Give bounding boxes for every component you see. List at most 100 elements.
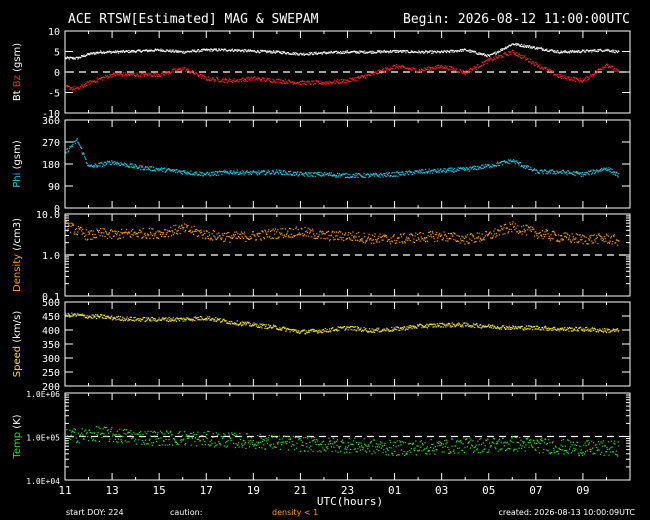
data-point	[596, 70, 598, 72]
data-point	[357, 76, 360, 78]
data-point	[87, 52, 89, 55]
data-point	[338, 173, 340, 175]
data-point	[505, 223, 507, 225]
data-point	[487, 164, 489, 166]
data-point	[204, 173, 206, 175]
data-point	[436, 171, 438, 173]
data-point	[316, 53, 318, 55]
data-point	[283, 81, 285, 83]
data-point	[178, 67, 180, 69]
data-point	[315, 51, 317, 53]
data-point	[598, 330, 600, 332]
data-point	[151, 317, 153, 319]
data-point	[274, 81, 276, 83]
data-point	[177, 172, 179, 174]
data-point	[391, 51, 393, 53]
data-point	[112, 230, 114, 233]
data-point	[476, 232, 478, 234]
data-point	[570, 51, 572, 53]
data-point	[550, 49, 552, 51]
data-point	[159, 168, 161, 170]
data-point	[580, 236, 582, 238]
data-point	[406, 238, 408, 240]
data-point	[594, 172, 596, 174]
data-point	[521, 57, 523, 60]
data-point	[594, 50, 596, 52]
data-point	[231, 81, 233, 84]
data-point	[337, 238, 339, 240]
data-point	[183, 317, 185, 319]
data-point	[234, 78, 236, 80]
data-point	[220, 49, 222, 52]
data-point	[284, 79, 286, 81]
data-point	[522, 230, 524, 232]
data-point	[224, 79, 226, 81]
data-point	[232, 172, 234, 174]
data-point	[517, 326, 520, 328]
data-point	[522, 167, 524, 169]
data-point	[460, 48, 462, 51]
data-point	[409, 234, 411, 236]
data-point	[108, 51, 110, 53]
data-point	[314, 330, 316, 332]
data-point	[431, 52, 433, 54]
data-point	[333, 174, 336, 176]
data-point	[590, 169, 592, 171]
data-point	[294, 82, 296, 84]
data-point	[433, 170, 435, 172]
data-point	[559, 171, 561, 173]
data-point	[417, 172, 419, 174]
data-point	[432, 232, 434, 234]
data-point	[237, 233, 239, 235]
data-point	[270, 238, 272, 240]
data-point	[308, 172, 310, 174]
data-point	[140, 169, 142, 171]
data-point	[532, 169, 534, 172]
data-point	[181, 69, 183, 71]
data-point	[220, 238, 222, 241]
data-point	[110, 76, 112, 78]
data-point	[87, 238, 89, 240]
data-point	[150, 233, 152, 235]
data-point	[353, 236, 355, 238]
data-point	[434, 169, 436, 171]
data-point	[316, 172, 318, 174]
data-point	[450, 167, 452, 169]
data-point	[255, 78, 257, 80]
data-point	[89, 232, 91, 234]
data-point	[497, 52, 499, 54]
data-point	[580, 172, 582, 174]
data-point	[332, 327, 334, 329]
data-point	[289, 227, 291, 229]
data-point	[578, 79, 580, 82]
data-point	[601, 68, 603, 71]
data-point	[514, 52, 516, 54]
data-point	[124, 72, 126, 74]
data-point	[560, 239, 562, 241]
data-point	[209, 49, 211, 51]
data-point	[490, 53, 492, 55]
data-point	[452, 70, 454, 72]
data-point	[285, 329, 288, 331]
data-point	[385, 51, 387, 53]
data-point	[268, 327, 270, 329]
data-point	[418, 324, 420, 326]
data-point	[610, 50, 612, 52]
data-point	[351, 176, 353, 178]
data-point	[250, 173, 252, 176]
data-point	[556, 74, 558, 76]
data-point	[134, 50, 136, 53]
data-point	[102, 52, 104, 54]
data-point	[329, 238, 331, 241]
data-point	[350, 329, 352, 331]
data-point	[561, 238, 563, 240]
data-point	[140, 51, 142, 53]
data-point	[223, 81, 225, 83]
data-point	[414, 51, 416, 53]
data-point	[72, 56, 74, 59]
data-point	[454, 170, 456, 172]
data-point	[208, 318, 210, 320]
data-point	[147, 168, 149, 170]
data-point	[254, 171, 256, 173]
